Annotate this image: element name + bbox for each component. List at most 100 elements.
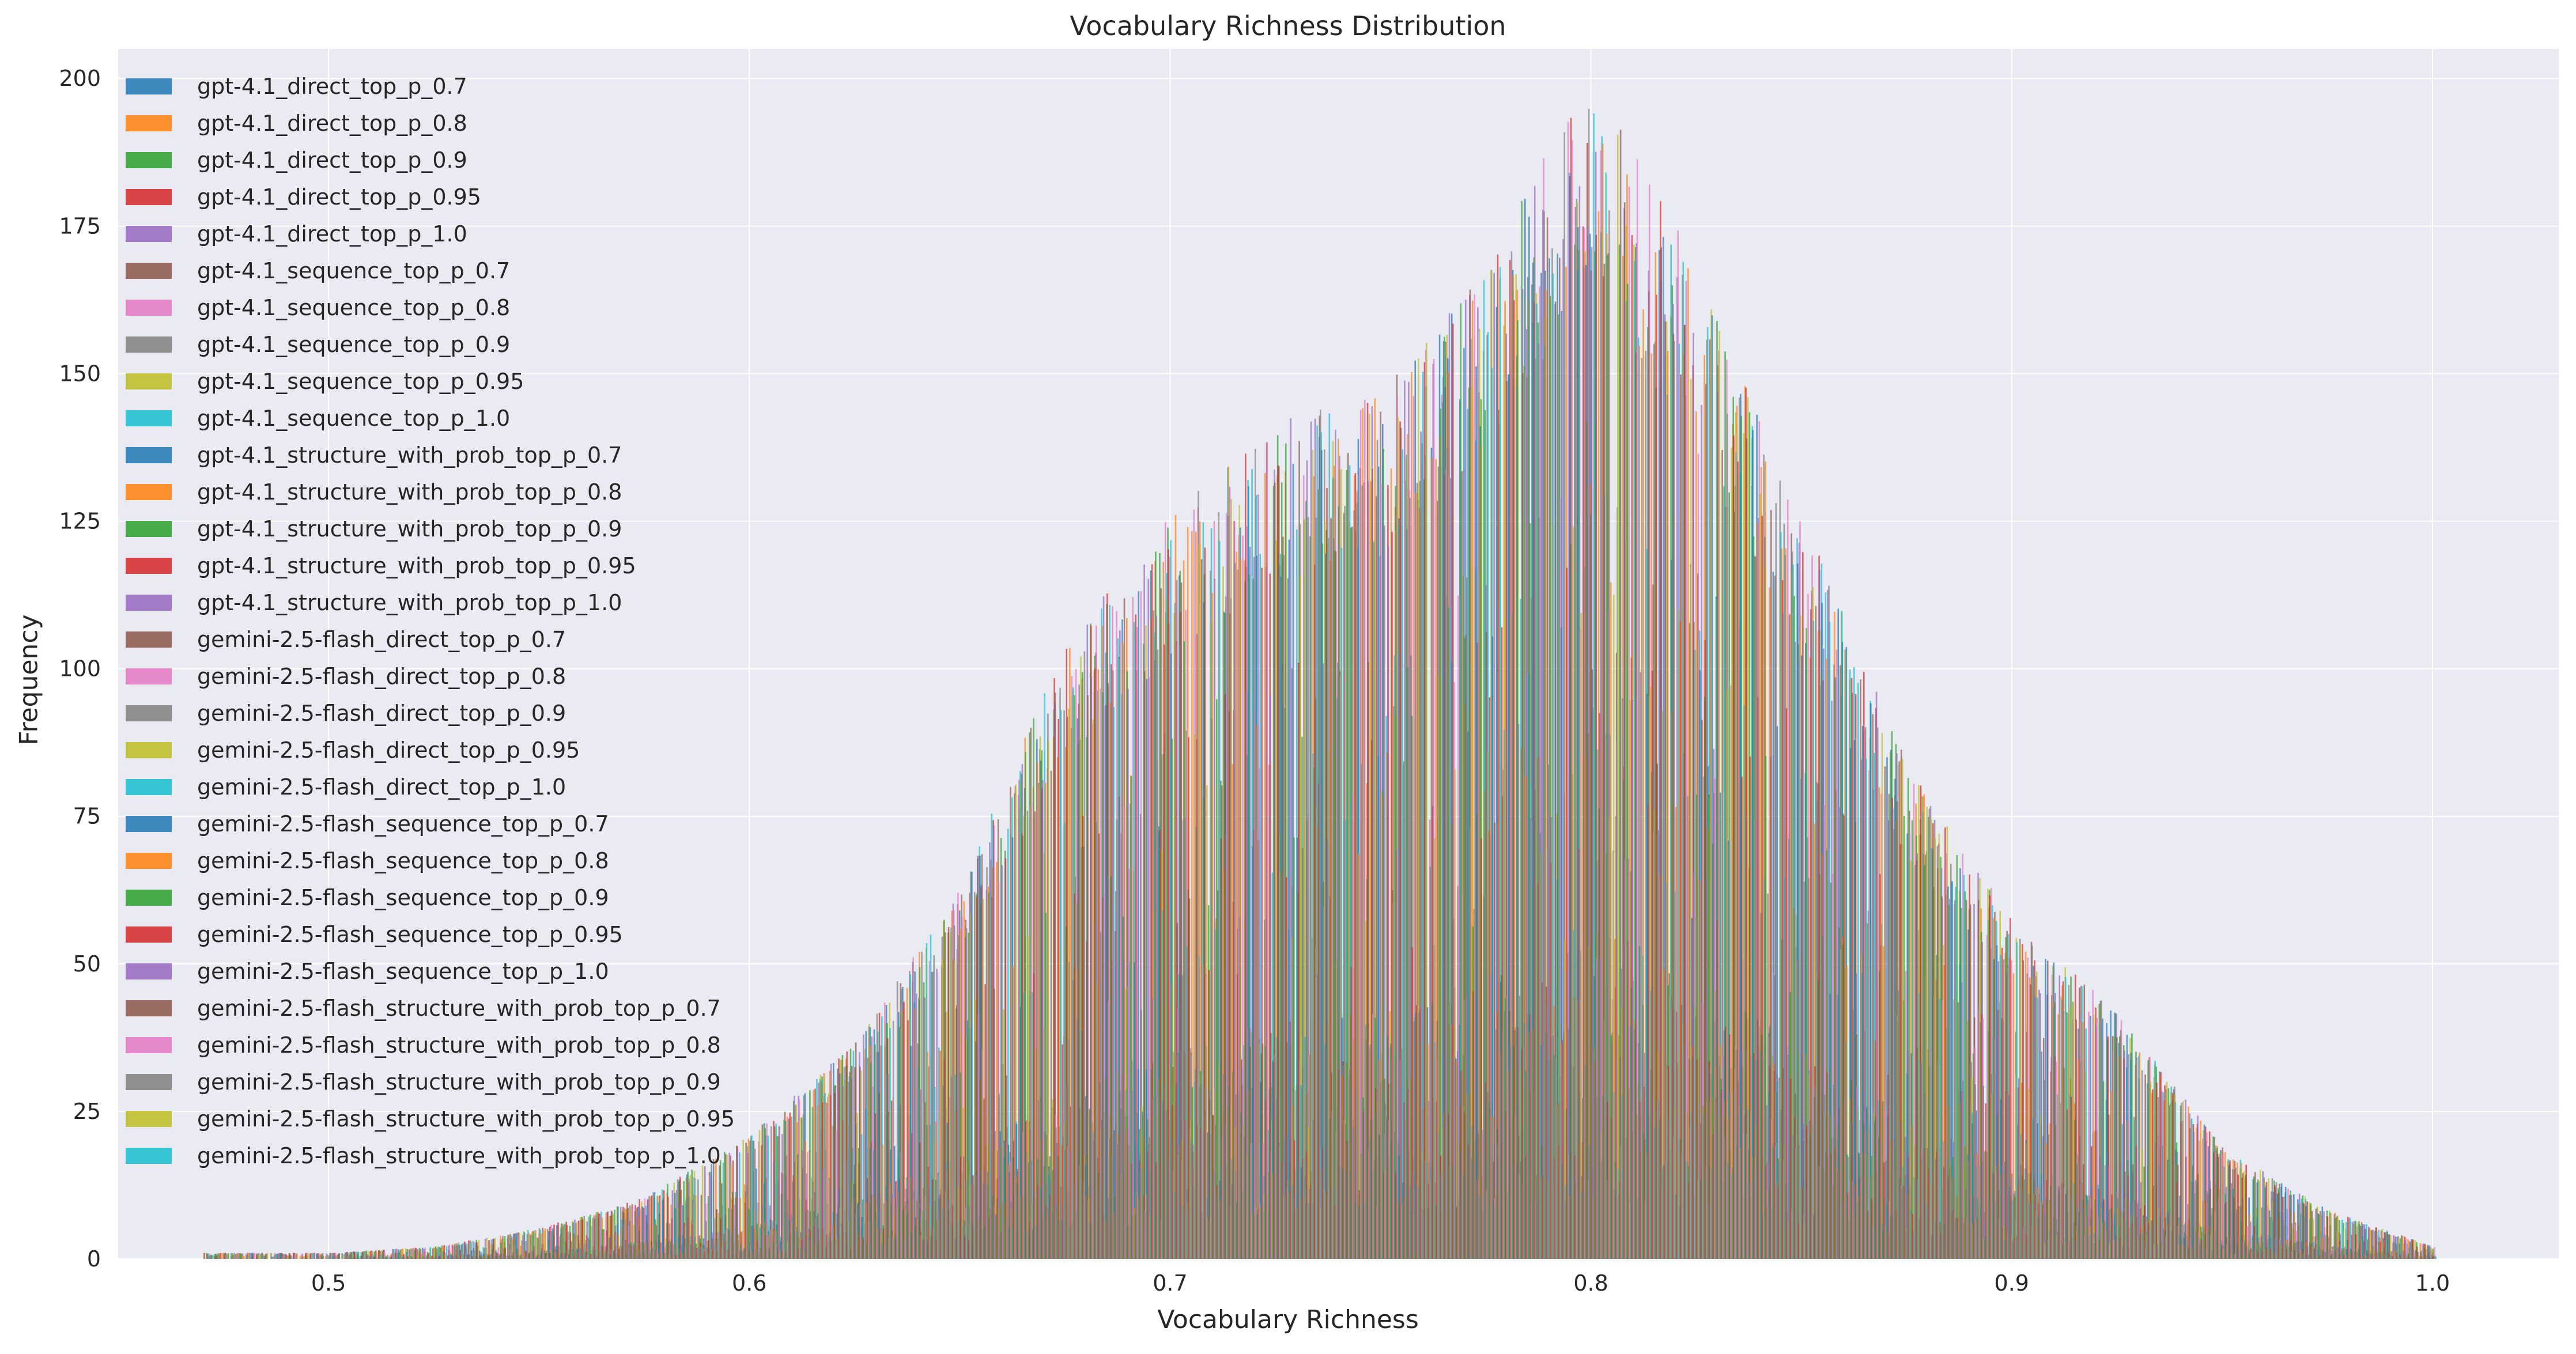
histogram-bar: [1135, 614, 1137, 1259]
histogram-bar: [2243, 1171, 2245, 1259]
histogram-bar: [2130, 1053, 2132, 1259]
histogram-bar: [422, 1253, 424, 1259]
histogram-bar: [1230, 498, 1232, 1260]
histogram-bar: [1856, 1086, 1858, 1259]
histogram-bar: [826, 1103, 828, 1259]
histogram-bar: [2063, 1068, 2065, 1259]
histogram-bar: [2001, 948, 2003, 1259]
histogram-bar: [408, 1249, 410, 1259]
histogram-bar: [1524, 776, 1527, 1259]
histogram-bar: [2011, 1173, 2013, 1259]
histogram-bar: [1128, 868, 1130, 1259]
histogram-bar: [1774, 576, 1776, 1260]
histogram-bar: [2203, 1124, 2205, 1259]
histogram-bar: [1679, 621, 1681, 1259]
histogram-bar: [1287, 578, 1289, 1259]
histogram-bar: [1983, 1152, 1985, 1259]
histogram-bar: [1368, 661, 1369, 1259]
histogram-bar: [401, 1249, 403, 1259]
histogram-bar: [613, 1250, 615, 1259]
histogram-bar: [1874, 752, 1875, 1259]
histogram-bar: [580, 1217, 581, 1259]
histogram-bar: [1798, 543, 1800, 1259]
histogram-bar: [700, 1195, 702, 1259]
histogram-bar: [2312, 1218, 2314, 1259]
histogram-bar: [664, 1247, 666, 1259]
histogram-bar: [2201, 1139, 2204, 1259]
histogram-bar: [830, 1064, 832, 1259]
histogram-bar: [1403, 761, 1405, 1259]
histogram-bar: [1892, 808, 1894, 1259]
histogram-bar: [691, 1170, 693, 1259]
histogram-bar: [313, 1253, 316, 1259]
histogram-bar: [983, 1098, 985, 1259]
histogram-bar: [979, 856, 981, 1259]
histogram-bar: [252, 1253, 255, 1259]
histogram-bar: [1115, 891, 1117, 1259]
histogram-bar: [1186, 947, 1188, 1259]
histogram-bar: [1064, 823, 1066, 1259]
histogram-bar: [2112, 1050, 2114, 1259]
histogram-bar: [1623, 202, 1626, 1260]
histogram-bar: [1480, 838, 1483, 1259]
histogram-bar: [1521, 201, 1523, 1260]
histogram-bar: [1637, 337, 1640, 1260]
histogram-bar: [2298, 1204, 2300, 1259]
histogram-bar: [893, 1215, 895, 1259]
histogram-bar: [289, 1255, 292, 1259]
histogram-bar: [218, 1253, 221, 1259]
histogram-bar: [1952, 1157, 1954, 1259]
histogram-bar: [1432, 364, 1434, 1259]
histogram-bar: [1499, 267, 1501, 1259]
histogram-bar: [1636, 243, 1637, 1260]
histogram-bar: [758, 1141, 760, 1259]
histogram-bar: [205, 1253, 207, 1259]
histogram-bar: [919, 967, 921, 1259]
histogram-bar: [1636, 158, 1638, 1260]
histogram-bar: [912, 957, 915, 1259]
histogram-bar: [1682, 274, 1683, 1260]
histogram-bar: [364, 1251, 367, 1259]
histogram-bar: [1680, 374, 1682, 1259]
histogram-bar: [1991, 905, 1993, 1259]
histogram-bar: [2071, 1195, 2073, 1259]
histogram-bar: [1487, 331, 1489, 1260]
histogram-bar: [787, 1200, 788, 1259]
histogram-bar: [2001, 1166, 2004, 1259]
histogram-bar: [1622, 255, 1624, 1259]
histogram-bar: [2109, 1209, 2110, 1259]
histogram-bar: [1671, 285, 1674, 1260]
histogram-bar: [1869, 703, 1872, 1259]
histogram-bar: [722, 1162, 724, 1259]
histogram-bar: [1381, 791, 1383, 1259]
histogram-bar: [776, 1136, 779, 1259]
histogram-bar: [441, 1251, 444, 1259]
histogram-bar: [1116, 819, 1118, 1259]
histogram-bar: [478, 1240, 480, 1259]
histogram-bar: [1220, 838, 1222, 1259]
histogram-bar: [986, 867, 988, 1259]
histogram-bar: [1793, 596, 1795, 1259]
histogram-bar: [2193, 1132, 2194, 1259]
histogram-bar: [1248, 574, 1251, 1259]
histogram-bar: [1613, 1092, 1615, 1259]
histogram-bar: [271, 1257, 273, 1259]
histogram-bar: [437, 1246, 440, 1259]
histogram-bar: [465, 1246, 467, 1259]
histogram-bar: [1517, 724, 1520, 1259]
histogram-bar: [1638, 345, 1640, 1259]
histogram-bar: [617, 1206, 619, 1259]
histogram-bar: [1626, 283, 1629, 1259]
histogram-bar: [640, 1201, 643, 1259]
histogram-bar: [1497, 254, 1499, 1259]
histogram-bar: [709, 1176, 711, 1259]
histogram-bar: [1882, 946, 1884, 1259]
histogram-bar: [481, 1257, 483, 1259]
histogram-bar: [379, 1256, 380, 1259]
histogram-bar: [1709, 339, 1711, 1259]
histogram-bar: [1752, 430, 1754, 1259]
histogram-bar: [2229, 1168, 2231, 1259]
histogram-bar: [748, 1209, 750, 1259]
histogram-bar: [410, 1256, 413, 1259]
histogram-bar: [654, 1219, 656, 1259]
